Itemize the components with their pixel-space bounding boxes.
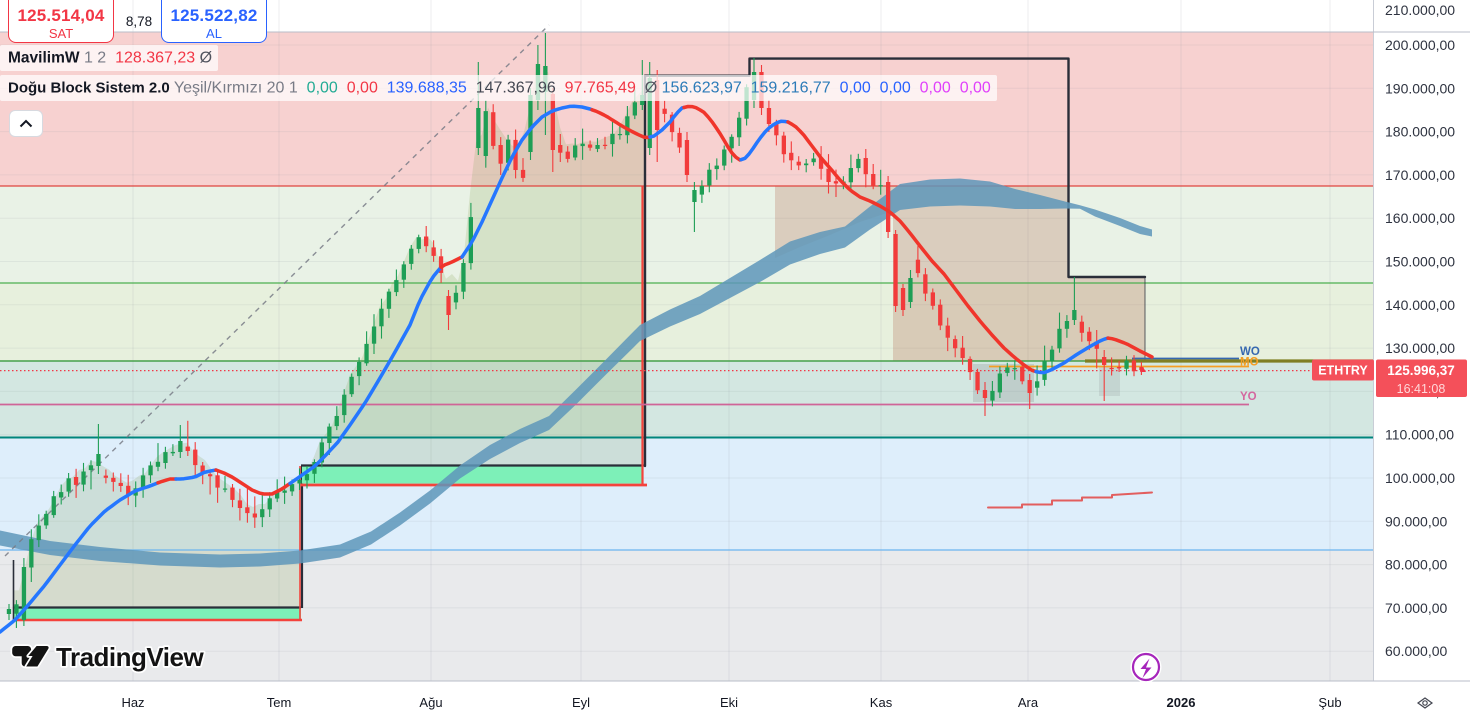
svg-text:100.000,00: 100.000,00 [1385,470,1455,486]
svg-text:170.000,00: 170.000,00 [1385,167,1455,183]
svg-text:ETHTRY: ETHTRY [1318,364,1368,378]
svg-text:Ara: Ara [1018,695,1039,710]
svg-text:Haz: Haz [121,695,144,710]
svg-text:Kas: Kas [870,695,893,710]
svg-text:Eyl: Eyl [572,695,590,710]
svg-text:Eki: Eki [720,695,738,710]
svg-text:140.000,00: 140.000,00 [1385,297,1455,313]
svg-text:70.000,00: 70.000,00 [1385,600,1447,616]
svg-text:180.000,00: 180.000,00 [1385,124,1455,140]
svg-text:110.000,00: 110.000,00 [1385,427,1454,443]
svg-text:210.000,00: 210.000,00 [1385,2,1455,18]
svg-text:150.000,00: 150.000,00 [1385,254,1455,270]
svg-text:160.000,00: 160.000,00 [1385,210,1455,226]
svg-text:190.000,00: 190.000,00 [1385,80,1455,96]
svg-text:2026: 2026 [1167,695,1196,710]
svg-text:Şub: Şub [1318,695,1341,710]
svg-text:TradingView: TradingView [56,642,204,672]
svg-text:200.000,00: 200.000,00 [1385,37,1455,53]
svg-text:80.000,00: 80.000,00 [1385,557,1447,573]
svg-text:90.000,00: 90.000,00 [1385,513,1447,529]
svg-text:16:41:08: 16:41:08 [1397,382,1446,396]
svg-text:130.000,00: 130.000,00 [1385,340,1455,356]
svg-text:YO: YO [1240,391,1257,403]
svg-text:MO: MO [1240,357,1259,369]
svg-text:125.996,37: 125.996,37 [1387,363,1455,378]
svg-text:60.000,00: 60.000,00 [1385,643,1447,659]
svg-text:Tem: Tem [267,695,292,710]
svg-text:Ağu: Ağu [419,695,442,710]
